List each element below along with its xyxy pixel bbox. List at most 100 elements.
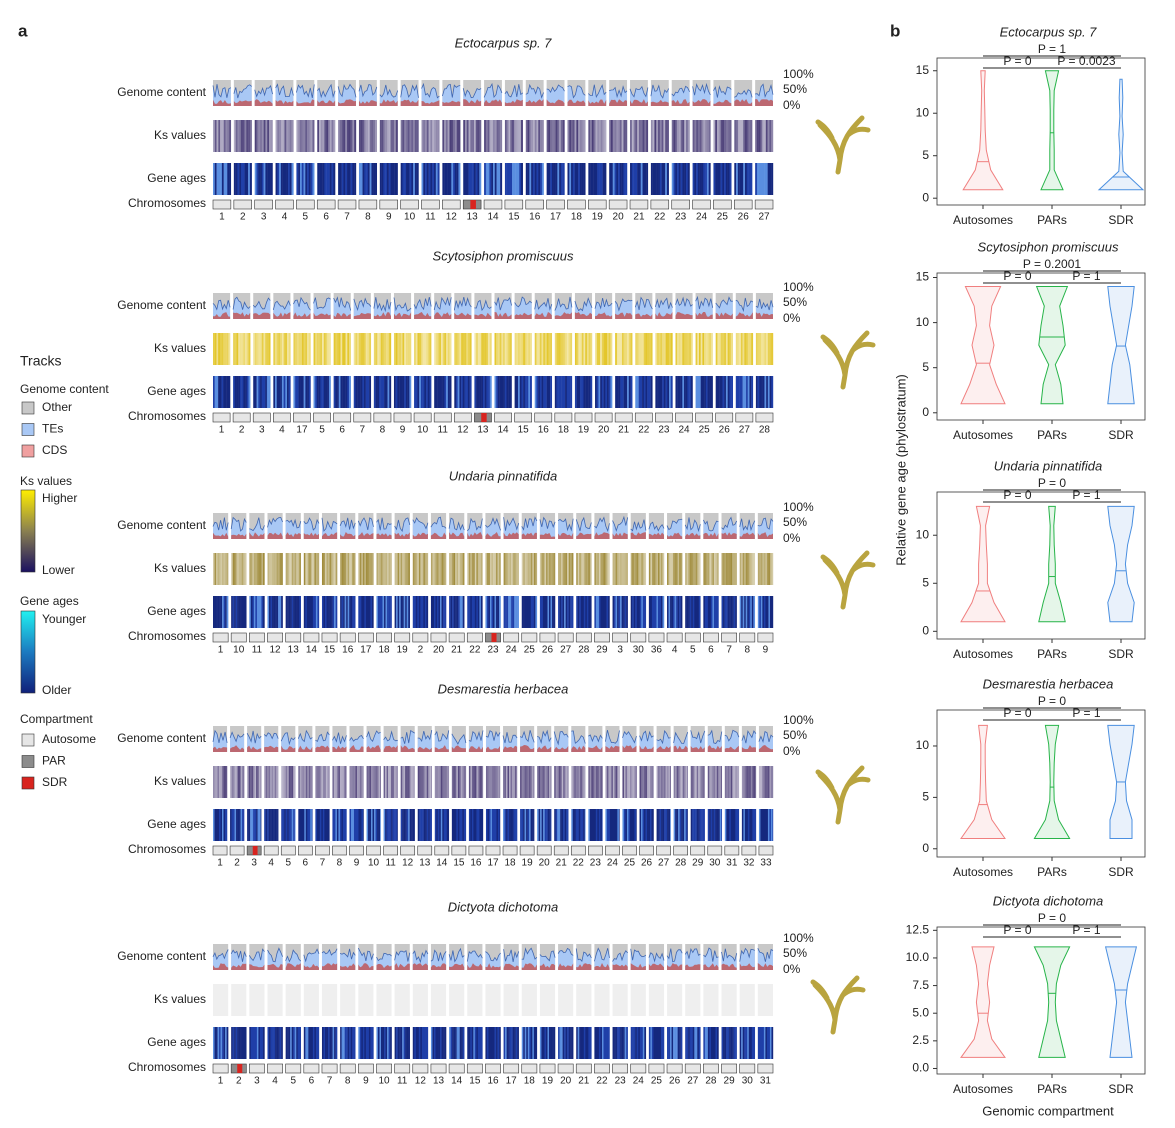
- ks-stripe: [214, 333, 217, 365]
- ks-stripe: [697, 553, 700, 585]
- ks-stripe: [305, 120, 308, 152]
- age-stripe: [611, 809, 614, 841]
- age-stripe: [249, 1027, 252, 1059]
- ks-stripe: [358, 766, 361, 798]
- ks-empty: [612, 984, 628, 1016]
- age-stripe: [544, 1027, 547, 1059]
- age-stripe: [481, 376, 484, 408]
- te-line: [412, 949, 429, 964]
- age-stripe: [533, 809, 535, 841]
- ks-stripe: [471, 766, 474, 798]
- ks-stripe: [544, 333, 547, 365]
- ks-stripe: [248, 766, 251, 798]
- age-stripe: [347, 596, 350, 628]
- age-stripe: [397, 376, 400, 408]
- age-stripe: [524, 376, 527, 408]
- ks-stripe: [423, 766, 426, 798]
- age-stripe: [626, 809, 629, 841]
- age-stripe: [379, 1027, 382, 1059]
- ks-stripe: [738, 766, 740, 798]
- age-stripe: [497, 376, 500, 408]
- age-stripe: [595, 163, 598, 195]
- ks-stripe: [240, 120, 243, 152]
- ks-stripe: [724, 553, 727, 585]
- age-stripe: [388, 163, 391, 195]
- age-stripe: [576, 376, 579, 408]
- age-stripe: [345, 376, 348, 408]
- ks-stripe: [397, 333, 400, 365]
- ks-stripe: [685, 766, 688, 798]
- age-stripe: [733, 1027, 736, 1059]
- age-stripe: [239, 809, 241, 841]
- chromosome-label: 21: [578, 1076, 590, 1087]
- age-stripe: [353, 376, 356, 408]
- chromosome: [303, 1063, 320, 1074]
- age-stripe: [233, 809, 235, 841]
- ks-stripe: [493, 120, 495, 152]
- ks-stripe: [665, 120, 668, 152]
- age-stripe: [679, 596, 681, 628]
- age-stripe: [641, 1027, 644, 1059]
- chromosome-label: 7: [344, 212, 350, 223]
- cds-area: [333, 312, 351, 319]
- ks-stripe: [439, 333, 442, 365]
- te-line: [614, 298, 633, 312]
- age-stripe: [737, 376, 740, 408]
- age-stripe: [364, 163, 367, 195]
- age-stripe: [223, 1027, 226, 1059]
- age-stripe: [473, 163, 476, 195]
- ks-stripe: [253, 553, 256, 585]
- ks-stripe: [638, 120, 641, 152]
- track-label: Genome content: [117, 85, 206, 99]
- age-stripe: [588, 163, 591, 195]
- ks-stripe: [628, 333, 631, 365]
- age-stripe: [674, 596, 677, 628]
- ks-stripe: [723, 553, 725, 585]
- ks-stripe: [727, 766, 730, 798]
- age-stripe: [253, 376, 256, 408]
- comparison-label: P = 1: [1072, 706, 1100, 720]
- age-stripe: [384, 1027, 386, 1059]
- age-stripe: [219, 1027, 221, 1059]
- cds-area: [474, 312, 492, 319]
- ks-stripe: [763, 766, 766, 798]
- age-stripe: [505, 596, 507, 628]
- age-stripe: [719, 809, 722, 841]
- ks-empty: [285, 984, 301, 1016]
- ks-stripe: [725, 333, 728, 365]
- age-stripe: [348, 163, 351, 195]
- age-stripe: [354, 163, 357, 195]
- age-stripe: [467, 1027, 469, 1059]
- age-stripe: [417, 376, 420, 408]
- age-stripe: [567, 1027, 569, 1059]
- age-stripe: [281, 596, 283, 628]
- ks-stripe: [482, 333, 485, 365]
- age-stripe: [244, 163, 247, 195]
- age-stripe: [658, 376, 661, 408]
- te-line: [252, 297, 271, 310]
- age-stripe: [741, 809, 744, 841]
- ks-stripe: [320, 333, 323, 365]
- age-stripe: [473, 1027, 476, 1059]
- age-stripe: [651, 809, 654, 841]
- ks-stripe: [546, 766, 548, 798]
- ks-stripe: [488, 553, 491, 585]
- ks-stripe: [429, 333, 432, 365]
- y-tick-label: 15: [916, 270, 930, 284]
- te-line: [230, 516, 247, 532]
- age-stripe: [314, 596, 317, 628]
- ks-stripe: [459, 333, 462, 365]
- age-stripe: [231, 1027, 233, 1059]
- age-stripe: [651, 1027, 654, 1059]
- chromosome-label: 2: [239, 425, 245, 436]
- age-stripe: [407, 163, 410, 195]
- chromosome: [285, 632, 302, 643]
- age-stripe: [476, 809, 479, 841]
- ks-stripe: [337, 333, 339, 365]
- ks-stripe: [585, 553, 588, 585]
- age-stripe: [591, 809, 594, 841]
- ks-stripe: [535, 553, 538, 585]
- cds-area: [554, 312, 572, 319]
- age-stripe: [570, 376, 573, 408]
- ks-stripe: [488, 333, 490, 365]
